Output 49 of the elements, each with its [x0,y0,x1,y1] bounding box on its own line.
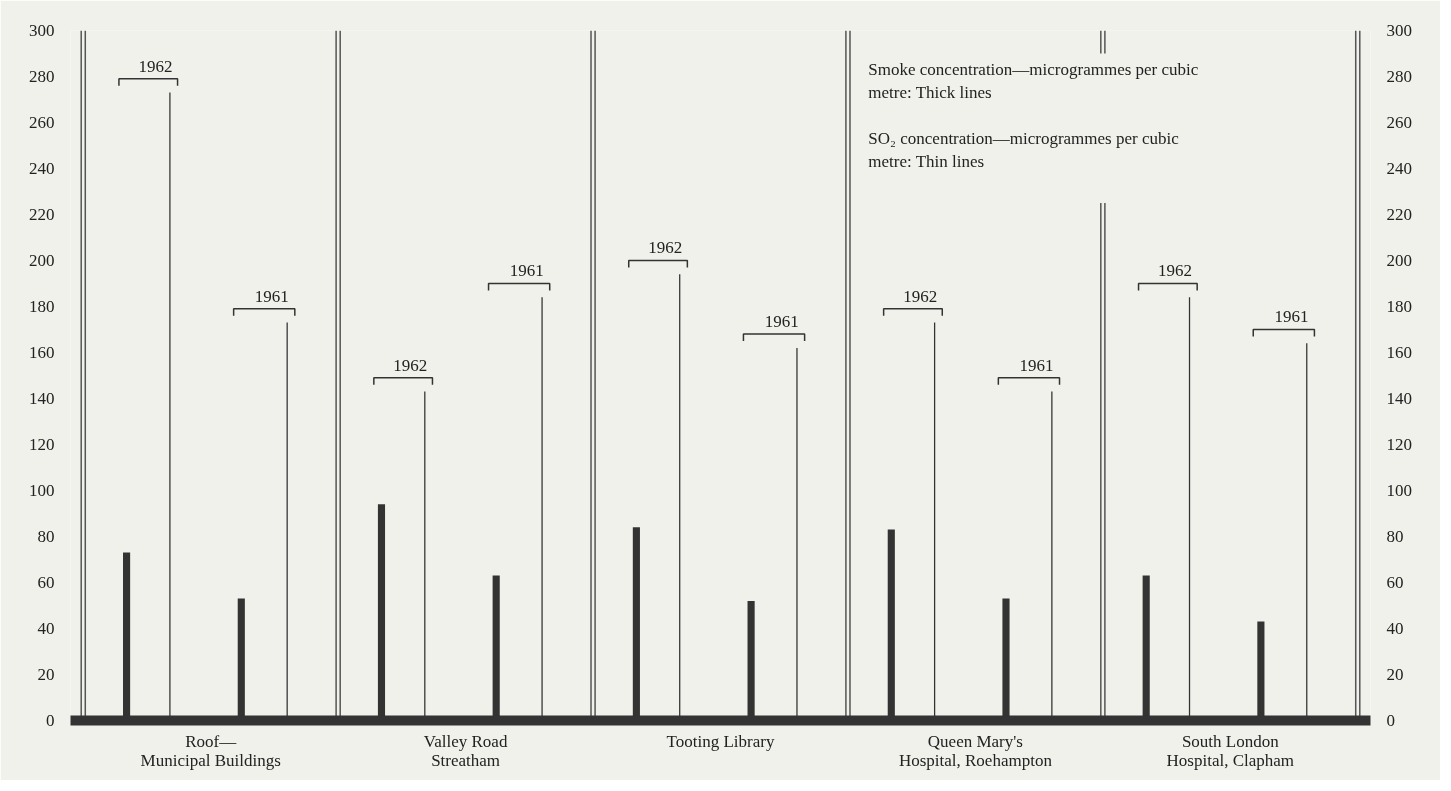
y2-tick-label: 300 [1386,21,1412,40]
y-tick-label: 260 [29,113,55,132]
y-tick-label: 20 [37,665,55,684]
text: 1961 [254,286,289,306]
x-tick-label: Roof— Municipal Buildings [140,731,281,770]
x-tick-label: Valley Road Streatham [423,731,508,770]
y2-tick-label: 20 [1386,665,1404,684]
text: 1962 [903,286,938,306]
x-tick-label: South London Hospital, Clapham [1166,731,1295,770]
annotation: SO₂ concentration—microgrammes per cubic metre: Thin lines [868,129,1180,172]
series-label: 1962 [138,56,173,76]
y-tick-label: 180 [29,297,55,316]
y2-tick-label: 180 [1386,297,1412,316]
y2-tick-label: 140 [1386,389,1412,408]
y2-tick-label: 80 [1386,527,1404,546]
y-tick-label: 280 [29,67,55,86]
y-tick-label: 140 [29,389,55,408]
y2-tick-label: 240 [1386,159,1412,178]
text: 1962 [1158,261,1193,281]
text: 1961 [764,312,799,331]
text: 1962 [648,238,683,258]
text: 1962 [393,355,428,375]
text: 1961 [1274,307,1309,327]
y-tick-label: 120 [29,435,55,454]
x-tick-label: Queen Mary's Hospital, Roehampton [898,731,1053,770]
y2-tick-label: 260 [1386,113,1412,132]
y-tick-label: 200 [29,251,55,270]
y2-tick-label: 220 [1386,205,1412,224]
y-tick-label: 0 [46,711,55,730]
y-tick-label: 240 [29,159,55,178]
y-tick-label: 60 [37,573,55,592]
y2-tick-label: 200 [1386,251,1412,270]
y2-tick-label: 160 [1386,343,1412,362]
y-tick-label: 100 [29,481,55,500]
y-tick-label: 40 [37,619,55,638]
annotation: Smoke concentration—microgrammes per cubic metre: Thick lines [868,60,1199,103]
y-tick-label: 300 [29,21,55,40]
y2-tick-label: 40 [1386,619,1404,638]
y-tick-label: 220 [29,205,55,224]
y2-tick-label: 280 [1386,67,1412,86]
y2-tick-label: 120 [1386,435,1412,454]
y-tick-label: 160 [29,343,55,362]
y2-tick-label: 0 [1386,711,1395,730]
y2-tick-label: 60 [1386,573,1404,592]
y2-tick-label: 100 [1386,481,1412,500]
series-label: 1961 [509,261,544,281]
y-tick-label: 80 [37,527,55,546]
x-tick-label: Tooting Library [666,731,775,751]
text: 1961 [1019,355,1054,375]
